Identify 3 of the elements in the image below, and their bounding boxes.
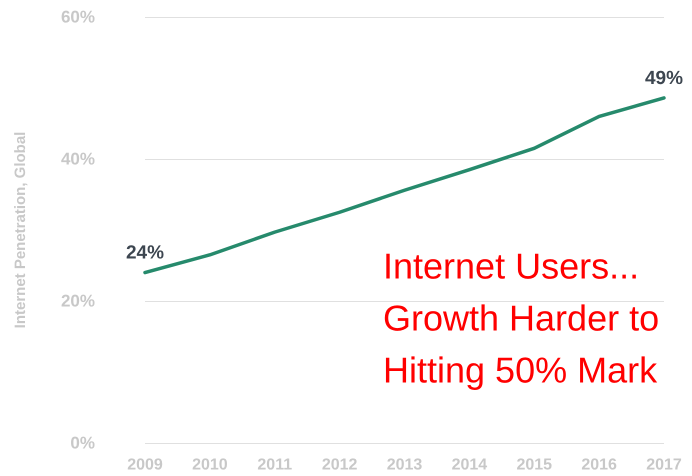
data-label: 24% xyxy=(126,242,164,264)
annotation: Internet Users... Growth Harder to Hitting 50% Mark xyxy=(383,246,670,390)
data-label: 49% xyxy=(644,68,684,89)
